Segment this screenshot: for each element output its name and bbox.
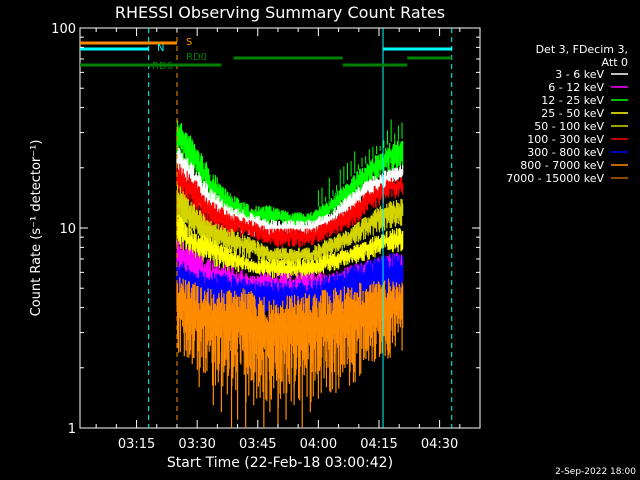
flag-bars: S N RD0 RD6 (80, 37, 452, 72)
axes: 1 10 100 03:15 03:30 03:45 04:00 04:15 04:30 (51, 22, 480, 452)
y-tick-label: 10 (59, 222, 76, 237)
series-band-5 (176, 214, 404, 280)
x-tick-label: 03:30 (178, 437, 215, 452)
legend-header-2: Att 0 (602, 56, 628, 69)
series-spikes (198, 351, 336, 428)
flag-label-n: N (157, 43, 164, 54)
legend-label-4: 25 - 50 keV (541, 107, 604, 120)
legend-label-2: 6 - 12 keV (548, 81, 604, 94)
x-axis-label: Start Time (22-Feb-18 03:00:42) (167, 455, 393, 471)
legend-label-1: 3 - 6 keV (555, 68, 604, 81)
legend-label-7: 300 - 800 keV (527, 146, 604, 159)
series-band-8 (176, 277, 404, 408)
legend-label-3: 12 - 25 keV (541, 94, 604, 107)
flag-label-rd6: RD6 (152, 61, 173, 72)
flag-label-rd0: RD0 (186, 52, 207, 63)
legend-header-1: Det 3, FDecim 3, (536, 43, 628, 56)
x-tick-label: 04:30 (421, 437, 458, 452)
legend-label-8: 800 - 7000 keV (520, 159, 604, 172)
y-axis-label: Count Rate (s⁻¹ detector⁻¹) (29, 140, 44, 317)
footer-date: 2-Sep-2022 18:00 (555, 467, 636, 477)
legend-label-5: 50 - 100 keV (534, 120, 604, 133)
x-tick-label: 03:15 (118, 437, 155, 452)
chart-title: RHESSI Observing Summary Count Rates (115, 3, 445, 22)
x-tick-label: 04:00 (300, 437, 337, 452)
y-tick-label: 100 (51, 22, 76, 37)
series-band-3 (176, 163, 404, 248)
legend-label-6: 100 - 300 keV (527, 133, 604, 146)
x-tick-label: 04:15 (360, 437, 397, 452)
plot-content: S N RD0 RD6 (80, 28, 453, 428)
legend-label-9: 7000 - 15000 keV (506, 172, 604, 185)
flag-label-s: S (186, 37, 192, 48)
y-tick-label: 1 (68, 422, 76, 437)
x-tick-label: 03:45 (239, 437, 276, 452)
